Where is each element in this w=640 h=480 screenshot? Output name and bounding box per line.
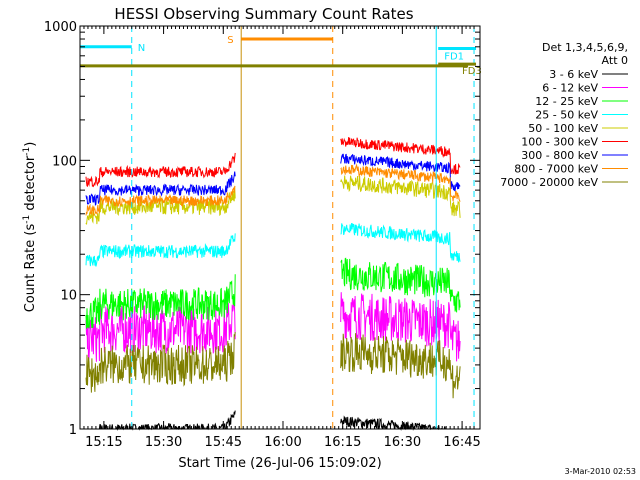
- legend-label: 50 - 100 keV: [528, 122, 598, 135]
- series-trace: [85, 223, 461, 267]
- x-tick-label: 16:00: [264, 435, 301, 450]
- y-axis-label: Count Rate (s-1 detector-1): [22, 142, 38, 313]
- series-line: [340, 153, 461, 192]
- legend-label: 800 - 7000 keV: [514, 163, 598, 176]
- x-tick-label: 15:30: [145, 435, 182, 450]
- x-tick-label: 16:45: [443, 435, 480, 450]
- data-layer: N S FD1 FD3: [80, 26, 482, 431]
- series-trace: [85, 332, 461, 399]
- series-trace: [85, 163, 461, 216]
- x-tick-label: 15:45: [205, 435, 242, 450]
- series-line: [340, 223, 461, 263]
- y-axis-label-sup: -1: [22, 147, 32, 156]
- series-line: [340, 163, 461, 202]
- series-line: [86, 410, 236, 431]
- flag-label: S: [227, 35, 233, 46]
- y-axis-label-part: detector: [23, 155, 38, 215]
- y-axis-label-part: Count Rate (s: [23, 224, 38, 313]
- legend-label: 6 - 12 keV: [542, 82, 598, 95]
- footer-timestamp: 3-Mar-2010 02:53: [565, 467, 636, 476]
- plot-frame: [79, 25, 481, 430]
- legend-label: 25 - 50 keV: [535, 109, 598, 122]
- legend-label: 3 - 6 keV: [549, 68, 598, 81]
- series-line: [85, 332, 236, 393]
- series-line: [340, 257, 461, 313]
- y-tick-label: 100: [52, 154, 77, 169]
- series-line: [340, 137, 461, 175]
- x-tick-label: 16:30: [384, 435, 421, 450]
- flag-label: FD3: [462, 66, 482, 77]
- series-line: [85, 233, 236, 267]
- series-line: [340, 292, 461, 362]
- y-axis-label-sup: -1: [22, 215, 32, 224]
- series-line: [85, 185, 236, 216]
- y-tick-label: 1: [69, 423, 77, 438]
- series-trace: [86, 410, 461, 431]
- series-trace: [85, 257, 461, 329]
- legend-header: Det 1,3,4,5,6,9,: [542, 41, 628, 54]
- legend-label: 7000 - 20000 keV: [500, 176, 598, 189]
- x-axis-label: Start Time (26-Jul-06 15:09:02): [178, 456, 381, 471]
- y-axis: 1 10 100 1000: [44, 20, 480, 438]
- legend-label: 100 - 300 keV: [521, 136, 598, 149]
- series-line: [85, 171, 236, 206]
- x-tick-label: 16:15: [324, 435, 361, 450]
- y-axis-label-part: ): [23, 142, 38, 147]
- series-line: [85, 274, 236, 329]
- x-axis: 15:15 15:30 15:45 16:00 16:15 16:30 16:45: [83, 26, 481, 450]
- y-tick-label: 10: [60, 289, 77, 304]
- series-line: [340, 333, 461, 399]
- series-trace: [85, 137, 461, 188]
- y-tick-label: 1000: [44, 20, 77, 35]
- legend-label: 300 - 800 keV: [521, 149, 598, 162]
- x-tick-label: 15:15: [85, 435, 122, 450]
- legend-label: 12 - 25 keV: [535, 95, 598, 108]
- series-line: [85, 152, 236, 188]
- flag-label: FD1: [444, 51, 464, 62]
- chart-title: HESSI Observing Summary Count Rates: [114, 5, 413, 23]
- legend-header: Att 0: [602, 54, 628, 67]
- flag-label: N: [138, 43, 145, 54]
- series-trace: [85, 153, 461, 206]
- series-line: [340, 175, 461, 218]
